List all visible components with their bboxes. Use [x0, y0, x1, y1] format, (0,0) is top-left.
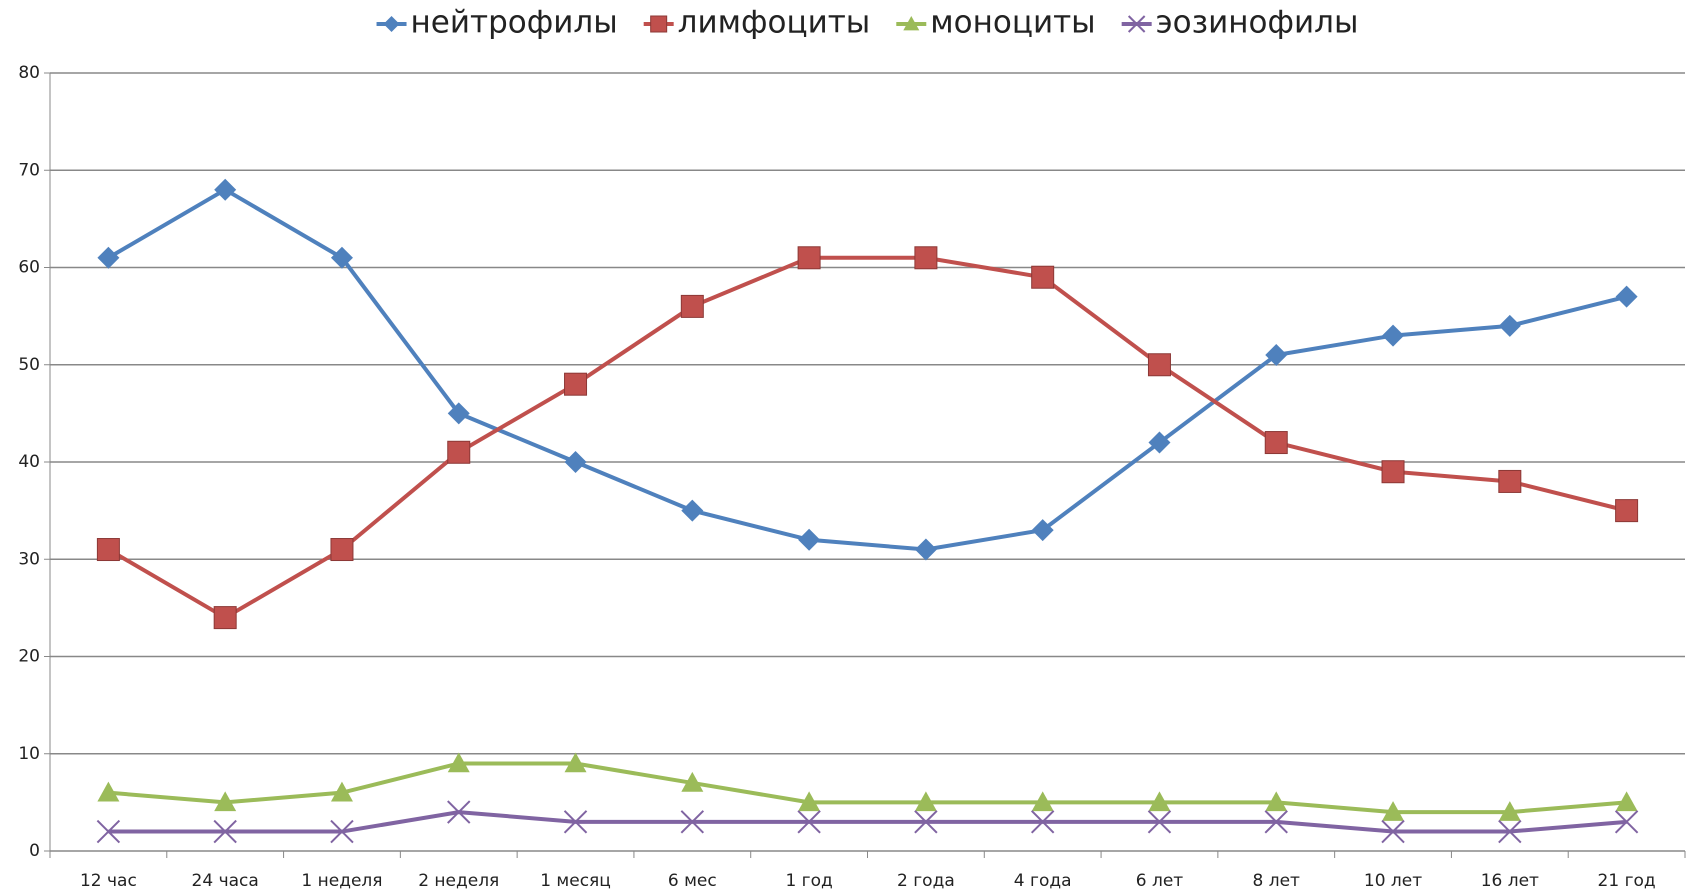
marker: [914, 538, 937, 561]
marker: [798, 791, 821, 812]
marker: [1382, 801, 1405, 821]
marker: [564, 451, 587, 473]
marker: [1031, 519, 1054, 542]
marker: [96, 819, 121, 844]
marker: [447, 402, 470, 425]
series-line: [107, 187, 1628, 552]
series-line: [107, 255, 1628, 620]
marker: [330, 781, 353, 802]
marker: [1148, 791, 1171, 812]
marker: [330, 246, 353, 269]
marker: [1147, 353, 1171, 377]
x-tick-label: 1 месяц: [540, 871, 611, 891]
marker: [330, 819, 354, 844]
marker: [383, 16, 400, 32]
x-tick-label: 16 лет: [1481, 871, 1539, 891]
marker: [1147, 810, 1172, 834]
marker: [797, 810, 821, 834]
legend-label: эозинофилы: [1156, 5, 1359, 41]
x-tick-label: 21 год: [1598, 871, 1656, 891]
marker: [447, 440, 471, 464]
legend: нейтрофилы лимфоциты моноциты эозинофилы: [376, 5, 1359, 41]
marker: [97, 781, 120, 802]
marker: [1030, 810, 1055, 834]
y-tick-label: 80: [18, 63, 40, 83]
x-tick-label: 4 года: [1014, 871, 1072, 891]
marker: [1127, 15, 1146, 33]
marker: [1382, 324, 1405, 347]
x-tick-label: 6 лет: [1136, 871, 1184, 891]
x-tick-label: 2 года: [897, 871, 955, 891]
marker: [1031, 265, 1055, 289]
series-line: [108, 761, 1627, 815]
marker: [1614, 810, 1639, 834]
y-tick-label: 60: [18, 258, 40, 278]
marker: [914, 810, 938, 834]
y-tick-label: 10: [18, 744, 40, 764]
x-tick-label: 1 неделя: [301, 871, 382, 891]
marker: [914, 246, 938, 270]
marker: [1615, 499, 1639, 523]
marker: [797, 246, 821, 270]
marker: [680, 810, 705, 834]
marker: [1265, 344, 1288, 367]
marker: [447, 800, 471, 824]
marker: [96, 538, 120, 562]
marker: [680, 294, 704, 318]
marker: [798, 528, 821, 551]
legend-label: лимфоциты: [678, 5, 871, 41]
x-tick-label: 12 час: [80, 871, 137, 891]
marker: [1031, 791, 1054, 812]
marker: [563, 810, 588, 834]
marker: [1264, 431, 1288, 455]
y-tick-label: 70: [18, 160, 40, 180]
marker: [214, 178, 237, 201]
y-tick-label: 0: [29, 841, 40, 861]
marker: [1498, 801, 1521, 821]
marker: [1498, 819, 1522, 844]
marker: [1498, 469, 1522, 493]
y-tick-label: 20: [18, 647, 40, 667]
marker: [1381, 460, 1405, 484]
marker: [681, 499, 704, 522]
x-tick-label: 24 часа: [192, 871, 259, 891]
x-tick-label: 2 неделя: [418, 871, 499, 891]
legend-label: нейтрофилы: [411, 5, 618, 41]
marker: [1264, 810, 1288, 834]
marker: [903, 16, 920, 31]
x-tick-label: 6 мес: [668, 871, 717, 891]
marker: [1498, 314, 1521, 337]
y-tick-label: 40: [18, 452, 40, 472]
marker: [447, 752, 470, 773]
marker: [681, 771, 704, 792]
x-tick-label: 10 лет: [1364, 871, 1422, 891]
marker: [213, 819, 237, 844]
marker: [564, 372, 588, 396]
series-line: [108, 810, 1627, 834]
marker: [1615, 285, 1638, 308]
marker: [1265, 791, 1288, 812]
marker: [214, 791, 237, 812]
y-tick-label: 30: [18, 549, 40, 569]
y-tick-label: 50: [18, 355, 40, 375]
marker: [1148, 431, 1171, 454]
marker: [1381, 819, 1405, 844]
marker: [650, 15, 668, 33]
x-tick-label: 1 год: [785, 871, 832, 891]
marker: [213, 606, 237, 630]
legend-label: моноциты: [930, 5, 1095, 41]
x-tick-label: 8 лет: [1253, 871, 1301, 891]
marker: [1615, 791, 1638, 812]
marker: [914, 791, 937, 812]
marker: [564, 752, 587, 773]
marker: [330, 538, 354, 562]
marker: [97, 246, 120, 269]
